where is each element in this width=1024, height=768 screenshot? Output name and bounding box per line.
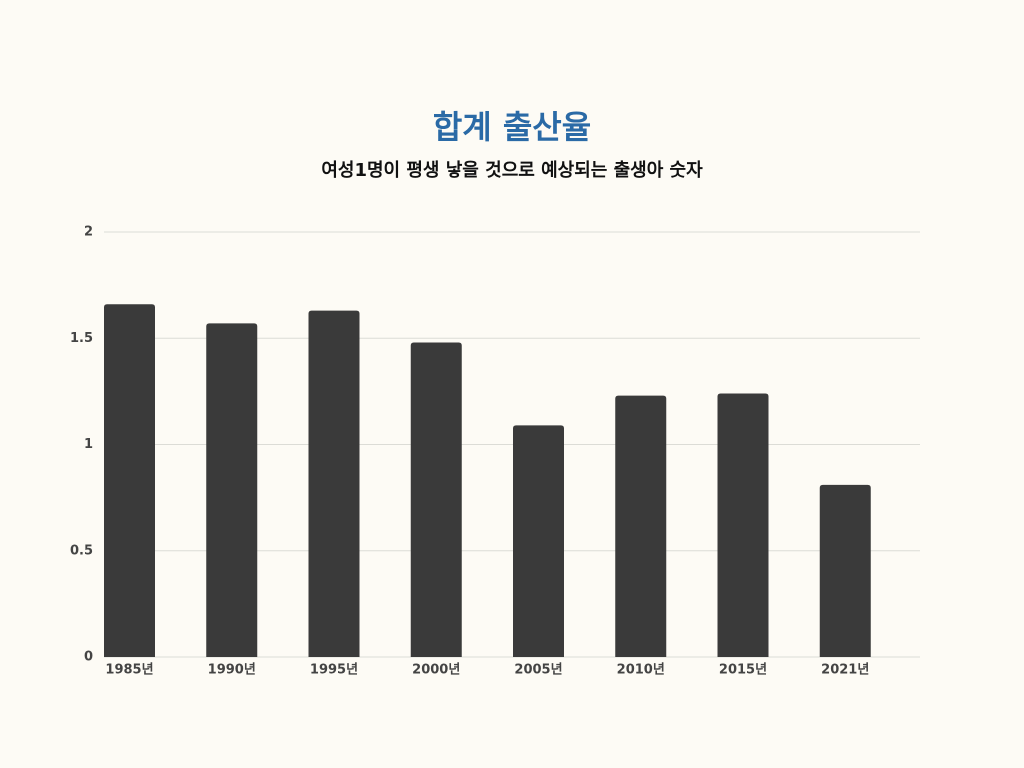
bar [717,393,769,657]
y-tick-label: 2 [84,225,93,240]
chart-title: 합계 출산율 [433,108,591,146]
bar [513,425,564,657]
x-tick-label: 2021년 [821,663,869,678]
bar [104,304,155,657]
x-tick-label: 1990년 [208,663,256,678]
y-tick-label: 1.5 [70,331,93,346]
chart-subtitle: 여성1명이 평생 낳을 것으로 예상되는 출생아 숫자 [321,160,703,181]
bar [410,342,462,657]
bar [206,323,258,657]
bar [308,310,360,657]
y-tick-label: 1 [84,437,93,452]
bar [819,484,871,657]
y-tick-label: 0 [84,650,93,665]
y-tick-label: 0.5 [70,543,93,558]
x-tick-label: 1985년 [105,663,153,678]
bar [615,395,667,657]
x-tick-label: 2000년 [412,663,460,678]
x-tick-label: 2010년 [617,663,665,678]
x-tick-label: 2015년 [719,663,767,678]
x-tick-label: 2005년 [514,663,562,678]
x-tick-label: 1995년 [310,663,358,678]
